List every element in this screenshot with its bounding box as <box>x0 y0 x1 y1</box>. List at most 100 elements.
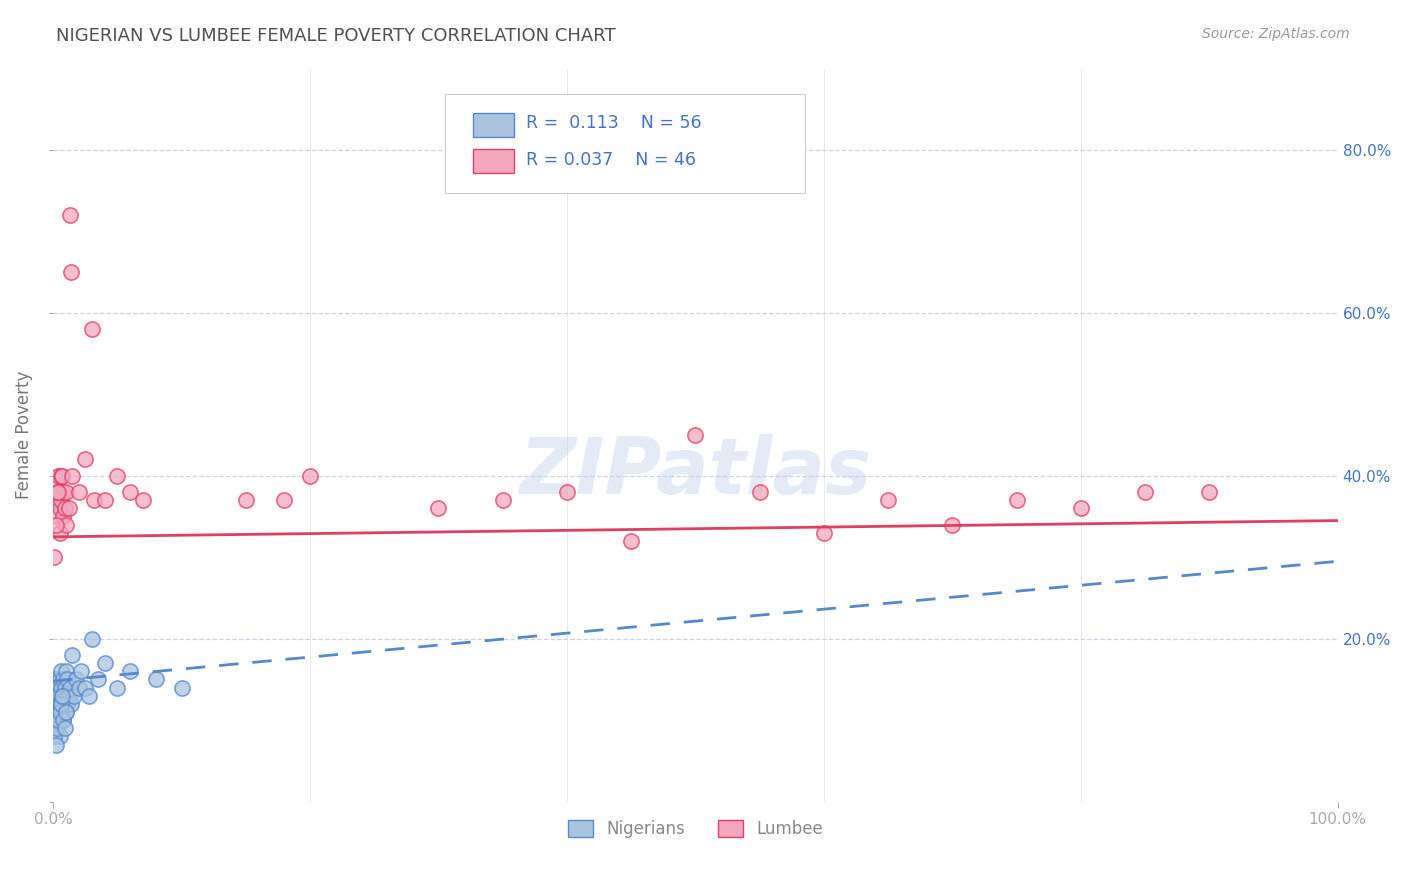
Point <box>93 493 115 508</box>
Point <box>58 689 80 703</box>
Point <box>87 673 110 687</box>
Point <box>46 689 69 703</box>
Text: Source: ZipAtlas.com: Source: ZipAtlas.com <box>1202 27 1350 41</box>
Point <box>48 525 70 540</box>
Point <box>77 689 100 703</box>
Point <box>45 705 67 719</box>
Point <box>46 485 69 500</box>
Point <box>52 689 75 703</box>
Point <box>80 322 103 336</box>
Point <box>60 648 83 662</box>
Point <box>75 681 97 695</box>
Point <box>52 713 75 727</box>
Point <box>1198 485 1220 500</box>
Point <box>55 517 77 532</box>
Point <box>46 485 69 500</box>
Point <box>120 485 142 500</box>
Point <box>44 730 66 744</box>
Point <box>75 452 97 467</box>
Point <box>60 265 83 279</box>
Point <box>48 705 70 719</box>
Point <box>48 673 70 687</box>
Text: R = 0.037    N = 46: R = 0.037 N = 46 <box>526 151 696 169</box>
Point <box>53 721 76 735</box>
Point <box>49 468 72 483</box>
Point <box>52 509 75 524</box>
Point <box>170 681 193 695</box>
Point <box>53 501 76 516</box>
Point <box>83 493 105 508</box>
Point <box>55 705 77 719</box>
Point <box>105 681 128 695</box>
Point <box>51 689 73 703</box>
Point <box>299 468 322 483</box>
Point <box>67 485 90 500</box>
Point <box>49 697 72 711</box>
Point <box>65 673 87 687</box>
FancyBboxPatch shape <box>444 95 804 194</box>
Point <box>877 493 900 508</box>
Bar <box>474 113 515 136</box>
Point <box>145 673 167 687</box>
Point <box>45 713 67 727</box>
Point <box>46 681 69 695</box>
Point <box>49 665 72 679</box>
Point <box>58 501 80 516</box>
Point <box>46 509 69 524</box>
Point <box>45 673 67 687</box>
Point <box>60 468 83 483</box>
Point <box>46 697 69 711</box>
Point <box>748 485 770 500</box>
Point <box>941 517 963 532</box>
Point <box>51 697 73 711</box>
Point <box>49 681 72 695</box>
Point <box>51 468 73 483</box>
Point <box>52 673 75 687</box>
Point <box>52 485 75 500</box>
Point <box>53 697 76 711</box>
Point <box>55 665 77 679</box>
Point <box>56 673 79 687</box>
Y-axis label: Female Poverty: Female Poverty <box>15 371 32 500</box>
Point <box>105 468 128 483</box>
Point <box>49 493 72 508</box>
Point <box>45 493 67 508</box>
Point <box>235 493 257 508</box>
Legend: Nigerians, Lumbee: Nigerians, Lumbee <box>561 813 830 845</box>
Point <box>46 485 69 500</box>
Point <box>685 428 707 442</box>
Point <box>70 665 93 679</box>
Point <box>1070 501 1092 516</box>
Point <box>46 705 69 719</box>
Point <box>492 493 515 508</box>
Point <box>45 517 67 532</box>
Point <box>132 493 155 508</box>
Point <box>48 730 70 744</box>
Point <box>46 713 69 727</box>
Point <box>48 501 70 516</box>
Point <box>46 721 69 735</box>
Point <box>620 533 643 548</box>
Point <box>427 501 450 516</box>
Point <box>56 697 79 711</box>
Point <box>55 689 77 703</box>
Bar <box>474 149 515 173</box>
Text: NIGERIAN VS LUMBEE FEMALE POVERTY CORRELATION CHART: NIGERIAN VS LUMBEE FEMALE POVERTY CORREL… <box>56 27 616 45</box>
Point <box>49 705 72 719</box>
Point <box>46 468 69 483</box>
Point <box>48 713 70 727</box>
Point <box>1005 493 1028 508</box>
Point <box>93 656 115 670</box>
Point <box>51 689 73 703</box>
Point <box>55 705 77 719</box>
Point <box>44 550 66 565</box>
Point <box>80 632 103 646</box>
Point <box>1133 485 1156 500</box>
Point <box>555 485 578 500</box>
Point <box>60 697 83 711</box>
Point <box>62 689 84 703</box>
Point <box>45 738 67 752</box>
Point <box>273 493 295 508</box>
Point <box>59 681 82 695</box>
Point <box>44 689 66 703</box>
